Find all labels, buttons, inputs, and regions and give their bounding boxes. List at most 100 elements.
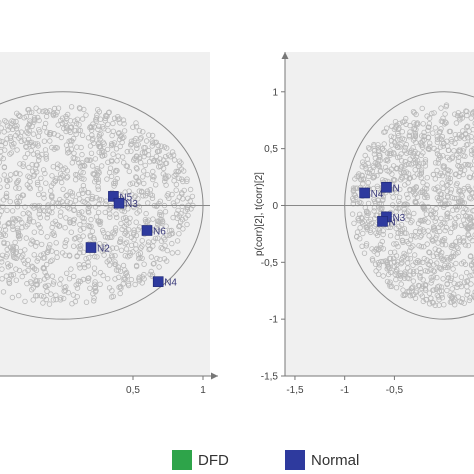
- cloud-point: [0, 184, 3, 190]
- cloud-point: [369, 256, 376, 262]
- cloud-point: [58, 276, 64, 282]
- cloud-point: [431, 268, 438, 275]
- cloud-point: [435, 294, 442, 300]
- legend-item-normal: Normal: [285, 450, 359, 470]
- cloud-point: [34, 282, 40, 288]
- cloud-point: [410, 108, 417, 115]
- cloud-point: [76, 160, 82, 166]
- cloud-point: [33, 243, 39, 249]
- cloud-point: [175, 249, 181, 256]
- cloud-point: [13, 244, 19, 251]
- cloud-point: [363, 224, 369, 231]
- cloud-point: [98, 163, 105, 169]
- cloud-point: [455, 249, 461, 256]
- cloud-point: [36, 211, 42, 217]
- cloud-point: [464, 284, 470, 290]
- cloud-point: [9, 223, 16, 230]
- cloud-point: [398, 230, 404, 237]
- cloud-point: [407, 237, 414, 243]
- cloud-point: [425, 268, 431, 274]
- cloud-point: [163, 232, 170, 239]
- cloud-point: [425, 134, 431, 140]
- cloud-point: [127, 215, 133, 221]
- cloud-point: [13, 266, 19, 272]
- cloud-point: [90, 121, 96, 127]
- cloud-point: [445, 194, 451, 201]
- cloud-point: [175, 207, 181, 214]
- cloud-point: [184, 178, 190, 185]
- cloud-point: [106, 257, 113, 263]
- cloud-point: [93, 288, 99, 294]
- cloud-point: [461, 279, 468, 285]
- cloud-point: [35, 222, 41, 228]
- cloud-point: [428, 211, 434, 218]
- cloud-point: [403, 141, 410, 148]
- cloud-point: [44, 215, 50, 221]
- cloud-point: [1, 223, 8, 229]
- cloud-point: [430, 268, 436, 274]
- cloud-point: [3, 254, 9, 260]
- cloud-point: [432, 218, 438, 224]
- cloud-point: [139, 150, 146, 156]
- cloud-point: [170, 152, 177, 158]
- cloud-point: [399, 257, 405, 263]
- cloud-point: [444, 255, 450, 261]
- cloud-point: [93, 118, 100, 124]
- cloud-point: [139, 243, 145, 249]
- cloud-point: [421, 129, 427, 136]
- cloud-point: [434, 195, 440, 201]
- cloud-point: [415, 163, 421, 169]
- cloud-point: [110, 128, 116, 134]
- cloud-point: [457, 116, 463, 123]
- cloud-point: [38, 175, 44, 181]
- cloud-point: [462, 221, 468, 227]
- y-tick-label: -0,5: [261, 258, 279, 269]
- cloud-point: [87, 285, 93, 291]
- cloud-point: [430, 130, 436, 136]
- cloud-point: [391, 134, 397, 141]
- cloud-point: [31, 252, 37, 258]
- cloud-point: [470, 126, 474, 133]
- cloud-point: [401, 225, 408, 232]
- cloud-point: [420, 138, 426, 144]
- cloud-point: [171, 157, 178, 163]
- cloud-point: [176, 163, 183, 169]
- cloud-point: [404, 202, 410, 208]
- cloud-point: [467, 253, 474, 260]
- cloud-point: [79, 160, 85, 166]
- cloud-point: [444, 138, 450, 144]
- cloud-point: [9, 118, 15, 124]
- cloud-point: [50, 297, 57, 303]
- cloud-point: [141, 180, 147, 187]
- cloud-point: [472, 158, 474, 164]
- cloud-point: [357, 225, 363, 231]
- cloud-point: [112, 180, 118, 187]
- cloud-point: [369, 246, 375, 252]
- cloud-point: [99, 248, 105, 254]
- cloud-point: [155, 142, 161, 149]
- cloud-point: [69, 160, 75, 166]
- cloud-point: [454, 135, 460, 141]
- cloud-point: [420, 179, 426, 186]
- cloud-point: [472, 153, 474, 159]
- cloud-point: [30, 297, 36, 303]
- cloud-point: [0, 177, 3, 183]
- cloud-point: [50, 281, 56, 287]
- cloud-point: [469, 237, 474, 244]
- cloud-point: [116, 239, 123, 245]
- cloud-point: [2, 140, 9, 147]
- cloud-point: [22, 247, 28, 253]
- x-tick-label: -0,5: [386, 385, 404, 396]
- cloud-point: [426, 249, 432, 255]
- cloud-point: [364, 210, 370, 216]
- cloud-point: [108, 234, 115, 240]
- cloud-point: [10, 226, 16, 233]
- cloud-point: [36, 108, 42, 114]
- cloud-point: [148, 268, 154, 275]
- cloud-point: [111, 115, 118, 121]
- cloud-point: [405, 265, 411, 271]
- cloud-point: [452, 111, 458, 117]
- cloud-point: [437, 128, 443, 135]
- cloud-point: [116, 116, 123, 122]
- cloud-point: [10, 220, 16, 227]
